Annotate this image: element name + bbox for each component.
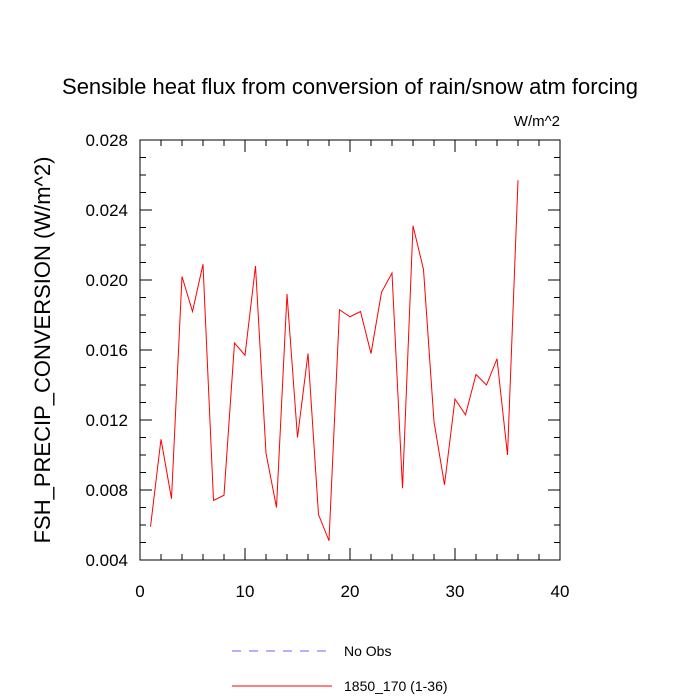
legend-label: No Obs	[344, 643, 391, 659]
plot-frame	[139, 139, 561, 561]
y-tick-label: 0.012	[85, 411, 128, 430]
y-axis-label: FSH_PRECIP_CONVERSION (W/m^2)	[30, 157, 55, 544]
y-tick-label: 0.016	[85, 341, 128, 360]
x-tick-label: 0	[135, 582, 144, 601]
series-line	[150, 180, 519, 541]
series-layer	[150, 180, 519, 541]
chart-title: Sensible heat flux from conversion of ra…	[62, 74, 638, 99]
units-label: W/m^2	[514, 113, 560, 130]
y-tick-label: 0.028	[85, 131, 128, 150]
x-tick-label: 30	[446, 582, 465, 601]
axis-ticks	[139, 139, 561, 561]
legend: No Obs 1850_170 (1-36)	[232, 643, 448, 694]
legend-label: 1850_170 (1-36)	[344, 678, 448, 694]
y-tick-label: 0.024	[85, 201, 128, 220]
x-tick-label: 10	[236, 582, 255, 601]
y-tick-label: 0.004	[85, 551, 128, 570]
x-tick-label: 20	[341, 582, 360, 601]
y-tick-label: 0.008	[85, 481, 128, 500]
x-tick-label: 40	[551, 582, 570, 601]
y-tick-label: 0.020	[85, 271, 128, 290]
tick-labels: 0 10 20 30 40 0.004 0.008 0.012 0.016 0.020 0.024 0…	[85, 131, 569, 601]
